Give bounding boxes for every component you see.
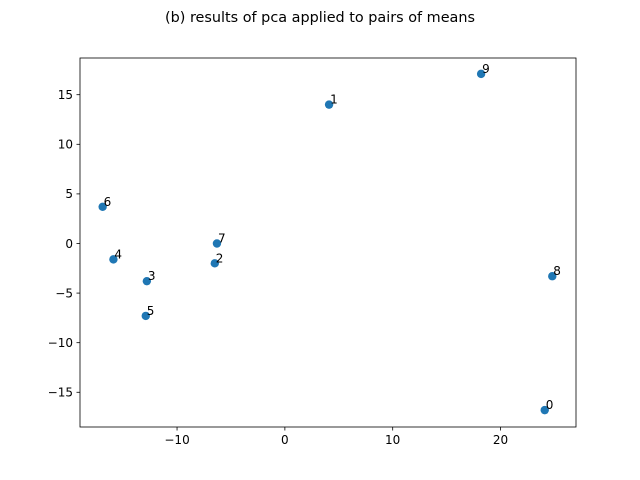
axes-frame xyxy=(79,57,577,428)
x-tick-label: 20 xyxy=(493,433,508,447)
data-point-0 xyxy=(540,405,549,415)
x-tick-label: 0 xyxy=(281,433,289,447)
y-tick-label: −10 xyxy=(48,336,73,350)
data-point-4 xyxy=(109,255,118,264)
chart-title: (b) results of pca applied to pairs of m… xyxy=(165,10,475,26)
point-label-8: 8 xyxy=(553,264,561,278)
data-point-8 xyxy=(548,272,557,281)
data-point-2 xyxy=(210,259,219,268)
point-label-3: 3 xyxy=(148,269,156,283)
point-label-1: 1 xyxy=(330,93,338,107)
y-tick-label: −5 xyxy=(55,286,73,300)
data-point-1 xyxy=(324,100,334,109)
point-label-2: 2 xyxy=(216,251,224,265)
point-label-4: 4 xyxy=(114,247,122,261)
point-label-0: 0 xyxy=(546,398,554,412)
plot-area: 0 1 2 3 4 5 6 7 8 9 xyxy=(98,62,561,415)
data-point-6 xyxy=(98,202,107,211)
point-label-9: 9 xyxy=(482,62,490,76)
data-point-9 xyxy=(476,69,486,79)
data-point-5 xyxy=(141,311,150,321)
point-label-6: 6 xyxy=(104,195,112,209)
data-point-3 xyxy=(142,276,152,286)
x-tick-label: 10 xyxy=(385,433,400,447)
x-tick-label: −10 xyxy=(164,433,189,447)
data-point-7 xyxy=(212,239,222,248)
point-label-5: 5 xyxy=(147,304,155,318)
y-tick-label: 15 xyxy=(58,88,73,102)
point-label-7: 7 xyxy=(218,231,226,245)
y-tick-label: 5 xyxy=(65,187,73,201)
y-tick-label: 10 xyxy=(58,138,73,152)
y-tick-label: −15 xyxy=(48,386,73,400)
y-tick-label: 0 xyxy=(65,237,73,251)
